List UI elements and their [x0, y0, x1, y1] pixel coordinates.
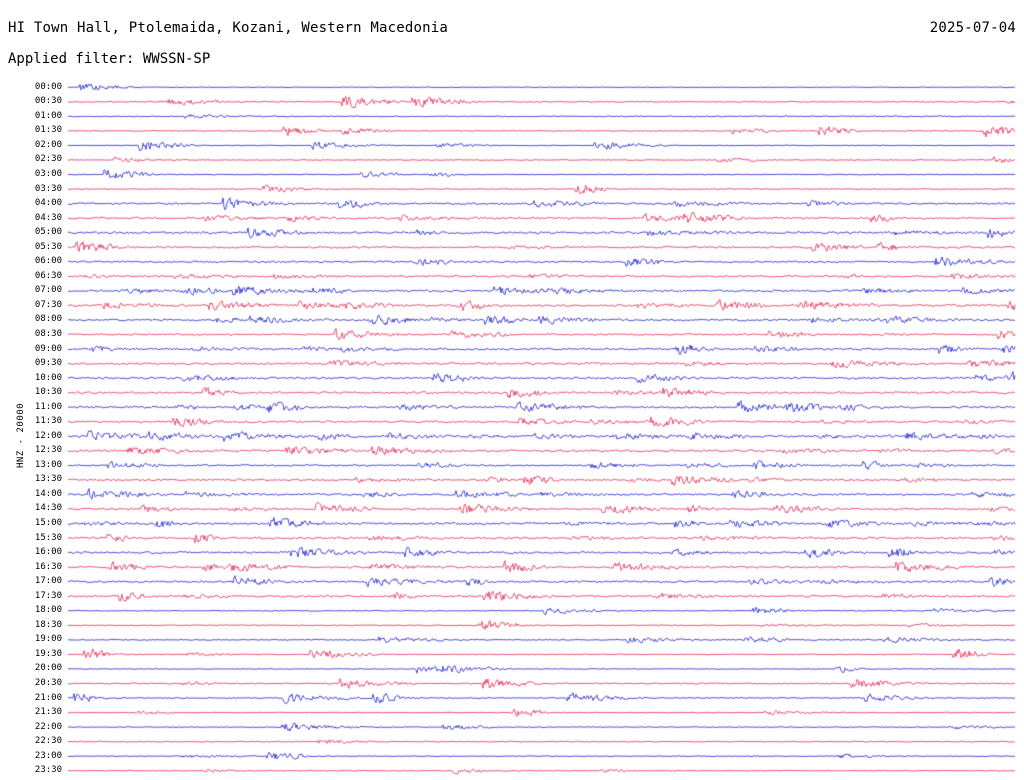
time-label: 06:00	[34, 256, 62, 267]
time-label: 10:30	[34, 387, 62, 398]
time-label: 00:30	[34, 96, 62, 107]
filter-label: Applied filter: WWSSN-SP	[8, 51, 211, 67]
time-label: 23:30	[34, 765, 62, 776]
time-label: 22:30	[34, 736, 62, 747]
time-label: 13:00	[34, 459, 62, 470]
time-label: 16:30	[34, 561, 62, 572]
time-label: 01:30	[34, 125, 62, 136]
time-label: 05:00	[34, 227, 62, 238]
time-label: 12:30	[34, 445, 62, 456]
time-label: 21:30	[34, 707, 62, 718]
time-label: 05:30	[34, 241, 62, 252]
time-label: 20:30	[34, 677, 62, 688]
time-label: 10:00	[34, 372, 62, 383]
time-label: 15:00	[34, 518, 62, 529]
time-label: 07:30	[34, 299, 62, 310]
time-label: 17:30	[34, 590, 62, 601]
time-label: 12:00	[34, 430, 62, 441]
header: HI Town Hall, Ptolemaida, Kozani, Wester…	[8, 20, 1016, 36]
time-label: 08:30	[34, 328, 62, 339]
time-label: 14:00	[34, 488, 62, 499]
time-label: 21:00	[34, 692, 62, 703]
date-label: 2025-07-04	[929, 20, 1016, 36]
time-label: 23:00	[34, 750, 62, 761]
time-label: 13:30	[34, 474, 62, 485]
time-label: 18:30	[34, 619, 62, 630]
time-label: 02:00	[34, 139, 62, 150]
time-label: 15:30	[34, 532, 62, 543]
time-label: 06:30	[34, 270, 62, 281]
time-label: 19:00	[34, 634, 62, 645]
time-label: 09:00	[34, 343, 62, 354]
time-label: 18:00	[34, 605, 62, 616]
seismogram-traces	[68, 80, 1016, 778]
time-label: 01:00	[34, 110, 62, 121]
time-label: 14:30	[34, 503, 62, 514]
time-label: 20:00	[34, 663, 62, 674]
time-label: 07:00	[34, 285, 62, 296]
time-label: 11:00	[34, 401, 62, 412]
time-label: 19:30	[34, 648, 62, 659]
time-label: 03:00	[34, 169, 62, 180]
time-label: 09:30	[34, 358, 62, 369]
time-label: 00:00	[34, 81, 62, 92]
time-label: 17:00	[34, 576, 62, 587]
time-label: 16:00	[34, 547, 62, 558]
time-label: 08:00	[34, 314, 62, 325]
time-label: 03:30	[34, 183, 62, 194]
time-label: 11:30	[34, 416, 62, 427]
time-label: 22:00	[34, 721, 62, 732]
time-label: 02:30	[34, 154, 62, 165]
station-title: HI Town Hall, Ptolemaida, Kozani, Wester…	[8, 20, 449, 36]
time-label: 04:00	[34, 198, 62, 209]
time-label: 04:30	[34, 212, 62, 223]
